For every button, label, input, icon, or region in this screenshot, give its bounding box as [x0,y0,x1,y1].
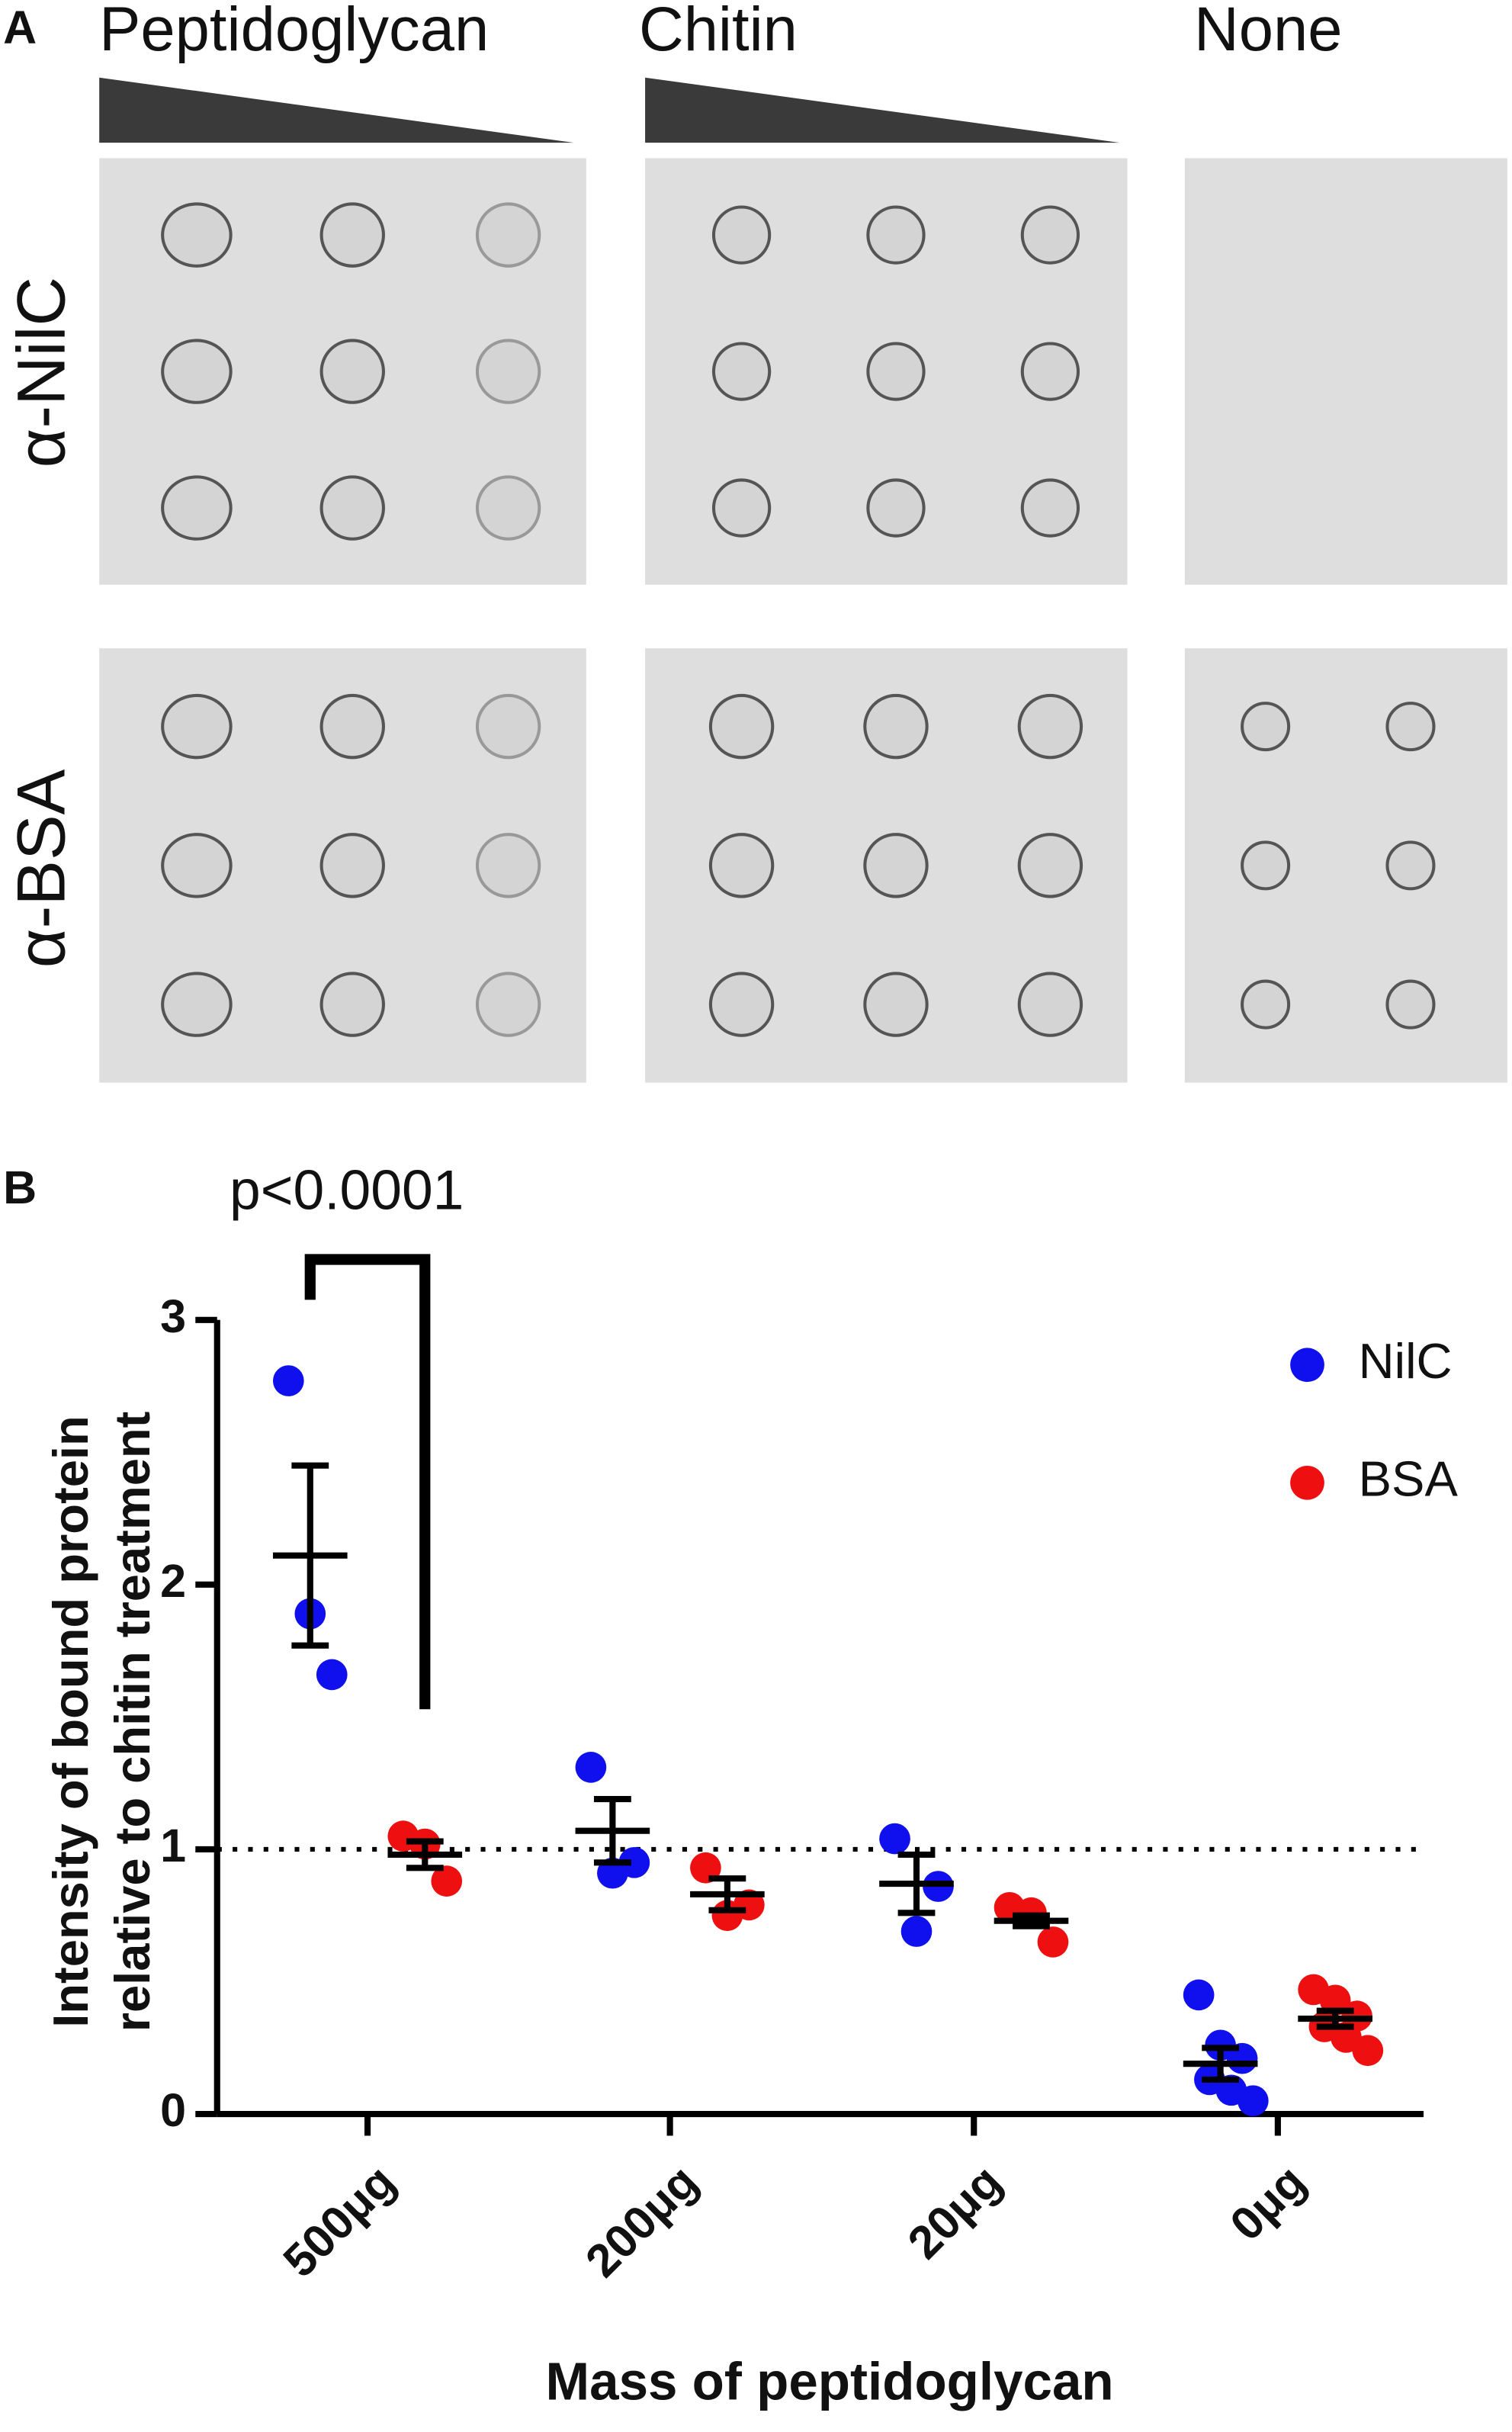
x-tick-label: 500μg [273,2155,405,2287]
data-point [618,1846,650,1878]
blot-dot [1385,979,1436,1030]
blot-dot [161,693,233,760]
legend-label: NilC [1359,1333,1453,1389]
blot-dot [161,833,233,898]
blot-dot [475,475,541,541]
data-point [879,1823,910,1855]
legend-marker [1290,1465,1324,1500]
blot-dot [1241,702,1291,752]
row-label: α-NilC [3,277,79,468]
blot-dot [863,693,929,760]
blot-membrane [1184,158,1507,585]
blot-dot [711,342,772,401]
x-tick-label: 20μg [898,2155,1012,2269]
legend-label: BSA [1359,1451,1459,1507]
data-point [1037,1926,1069,1958]
data-point [316,1659,348,1691]
blot-dot [1020,205,1080,265]
blot-dot [1017,972,1083,1037]
blot-dot [863,833,929,898]
blot-dot [863,972,929,1037]
blot-dot [1017,693,1083,760]
y-axis-label: Intensity of bound protein [43,1415,98,2028]
blot-dot [319,833,385,898]
blot-dot [475,693,541,760]
blot-dot [161,202,233,268]
significance-bracket [304,1254,431,1710]
blot-dot [1385,840,1436,891]
blot-dot [1020,342,1080,401]
blot-dot [1385,702,1436,752]
panel-label: A [3,2,37,53]
y-tick-label: 3 [160,1290,186,1342]
x-tick-label: 200μg [576,2155,708,2287]
blot-dot [161,339,233,404]
y-tick-label: 0 [160,2084,186,2136]
blot-membrane [1184,648,1507,1083]
blot-dot [161,475,233,541]
y-tick-label: 1 [160,1820,186,1871]
blot-dot [319,202,385,268]
y-tick-label: 2 [160,1555,186,1607]
blot-dot [711,478,772,538]
blot-dot [866,205,926,265]
blot-dot [708,972,775,1037]
gradient-triangle [99,77,574,143]
data-point [1352,2035,1384,2067]
blot-dot [1241,840,1291,891]
blot-dot [1020,478,1080,538]
x-tick-label: 0μg [1220,2155,1315,2250]
data-point [1237,2085,1269,2117]
column-label: Peptidoglycan [99,0,489,64]
column-label: Chitin [639,0,798,64]
blot-dot [161,972,233,1037]
blot-dot [1017,833,1083,898]
data-point [272,1365,304,1396]
data-point [431,1865,463,1897]
blot-dot [319,693,385,760]
blot-dot [475,202,541,268]
blot-dot [1241,979,1291,1030]
x-axis-label: Mass of peptidoglycan [546,2351,1114,2411]
blot-dot [319,972,385,1037]
column-label: None [1194,0,1342,64]
blot-dot [319,339,385,404]
data-point [1183,1979,1215,2011]
y-axis-label: relative to chitin treatment [104,1412,160,2032]
blot-dot [711,205,772,265]
gradient-triangle [645,77,1120,143]
blot-dot [475,339,541,404]
blot-dot [475,833,541,898]
blot-dot [708,693,775,760]
blot-dot [708,833,775,898]
blot-dot [475,972,541,1037]
blot-dot [866,342,926,401]
blot-dot [319,475,385,541]
data-point [575,1752,607,1783]
blot-dot [866,478,926,538]
annotation: p<0.0001 [230,1158,464,1221]
row-label: α-BSA [3,769,79,968]
legend-marker [1290,1348,1324,1383]
panel-label: B [3,1161,37,1213]
data-point [900,1916,933,1947]
